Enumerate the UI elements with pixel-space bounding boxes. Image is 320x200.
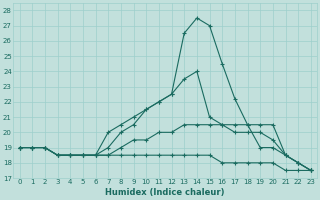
X-axis label: Humidex (Indice chaleur): Humidex (Indice chaleur) <box>106 188 225 197</box>
